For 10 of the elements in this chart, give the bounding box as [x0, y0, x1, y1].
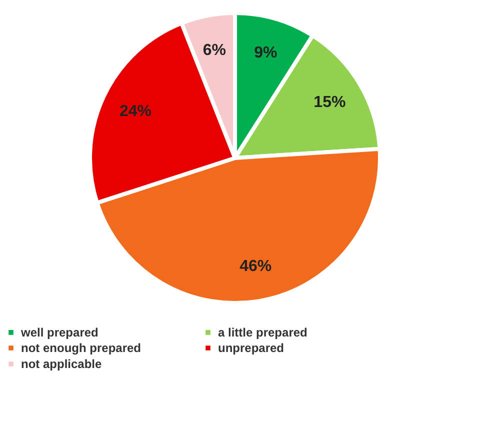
legend-label: unprepared: [218, 341, 284, 355]
legend-label: not applicable: [21, 357, 102, 371]
data-label: 6%: [202, 42, 226, 59]
data-label: 46%: [240, 258, 272, 276]
data-label: 15%: [314, 94, 346, 112]
legend-label: well prepared: [20, 325, 98, 340]
legend-label: a little prepared: [218, 325, 308, 340]
legend-label: not enough prepared: [21, 341, 141, 355]
data-label: 9%: [254, 44, 278, 62]
data-label: 24%: [119, 103, 152, 120]
